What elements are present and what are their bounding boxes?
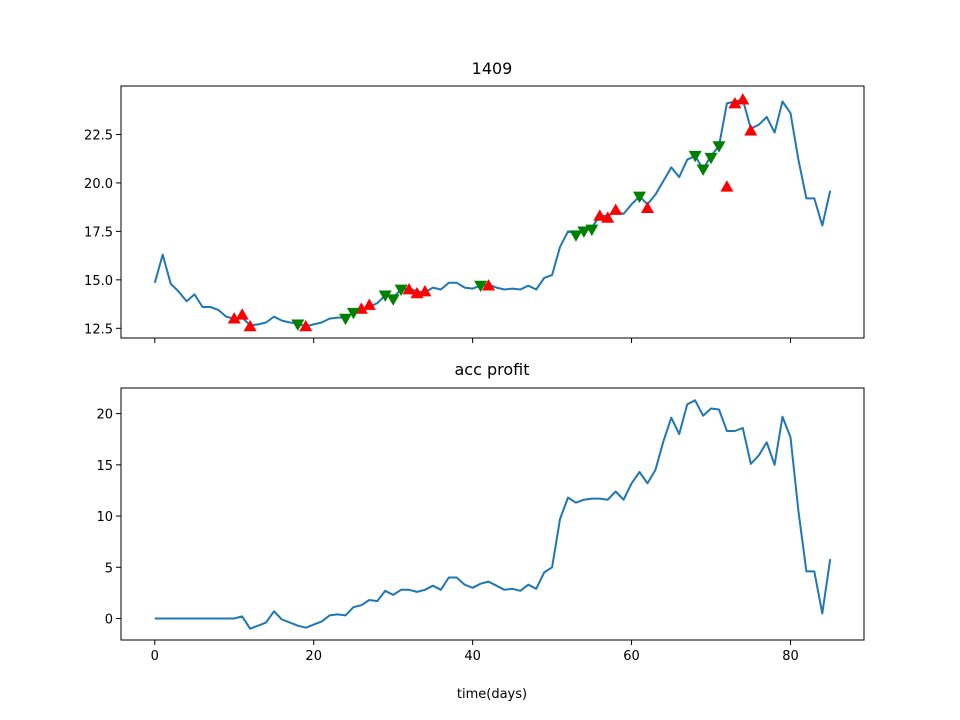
price-axes-frame <box>120 85 865 339</box>
profit-x-tick-label: 80 <box>782 649 799 664</box>
buy-marker <box>736 93 750 105</box>
profit-y-tick-label: 0 <box>105 612 113 627</box>
sell-marker <box>338 313 352 326</box>
sell-marker <box>688 150 702 163</box>
profit-y-tick-label: 15 <box>96 459 113 474</box>
sell-marker <box>569 230 583 242</box>
profit-plot-area <box>154 399 832 630</box>
buy-marker <box>227 312 241 324</box>
buy-marker <box>601 211 615 223</box>
buy-marker <box>482 279 496 291</box>
profit-series-line <box>154 399 832 630</box>
price-y-tick-label: 12.5 <box>84 322 113 337</box>
profit-subplot-title: acc profit <box>454 360 529 379</box>
price-y-tick-label: 15.0 <box>84 274 113 289</box>
profit-y-tick-label: 5 <box>105 561 113 576</box>
buy-marker <box>593 209 607 221</box>
sell-marker <box>712 141 726 153</box>
price-y-tick-label: 17.5 <box>84 225 113 240</box>
price-axis-ticks: 12.5 15.0 17.5 20.0 22.5 <box>84 128 791 343</box>
buy-marker <box>728 96 742 109</box>
buy-marker <box>640 201 654 213</box>
profit-x-tick-label: 0 <box>151 649 159 664</box>
profit-x-axis-label: time(days) <box>457 687 527 702</box>
buy-marker <box>720 180 734 192</box>
profit-subplot: acc profit 0 20 40 60 80 0 5 10 15 20 time(days) <box>96 360 865 702</box>
buy-marker <box>299 319 313 332</box>
price-subplot-title: 1409 <box>472 59 513 78</box>
price-plot-area <box>153 93 832 332</box>
profit-x-tick-label: 60 <box>623 649 640 664</box>
sell-marker <box>386 294 400 306</box>
sell-marker <box>474 280 488 293</box>
buy-marker <box>235 308 249 320</box>
price-subplot: 1409 12.5 15.0 17.5 20.0 22.5 <box>84 59 865 343</box>
buy-marker <box>609 203 623 215</box>
buy-marker <box>243 319 257 332</box>
profit-axes-frame <box>120 387 865 641</box>
profit-x-tick-label: 40 <box>464 649 481 664</box>
sell-marker <box>585 224 599 236</box>
sell-marker <box>378 290 392 302</box>
profit-y-tick-label: 10 <box>96 510 113 525</box>
sell-marker <box>291 319 305 331</box>
price-y-tick-label: 22.5 <box>84 128 113 143</box>
profit-axis-ticks: 0 20 40 60 80 0 5 10 15 20 <box>96 408 798 664</box>
sell-marker <box>394 284 408 297</box>
sell-marker <box>696 164 710 176</box>
profit-x-tick-label: 20 <box>305 649 322 664</box>
sell-marker <box>704 152 718 165</box>
buy-marker <box>744 124 758 136</box>
sell-marker <box>346 307 360 320</box>
buy-marker <box>418 284 432 297</box>
profit-y-tick-label: 20 <box>96 408 113 423</box>
buy-marker <box>362 298 376 310</box>
buy-marker <box>402 283 416 295</box>
sell-marker <box>633 191 647 203</box>
sell-marker <box>577 226 591 238</box>
price-y-tick-label: 20.0 <box>84 177 113 192</box>
